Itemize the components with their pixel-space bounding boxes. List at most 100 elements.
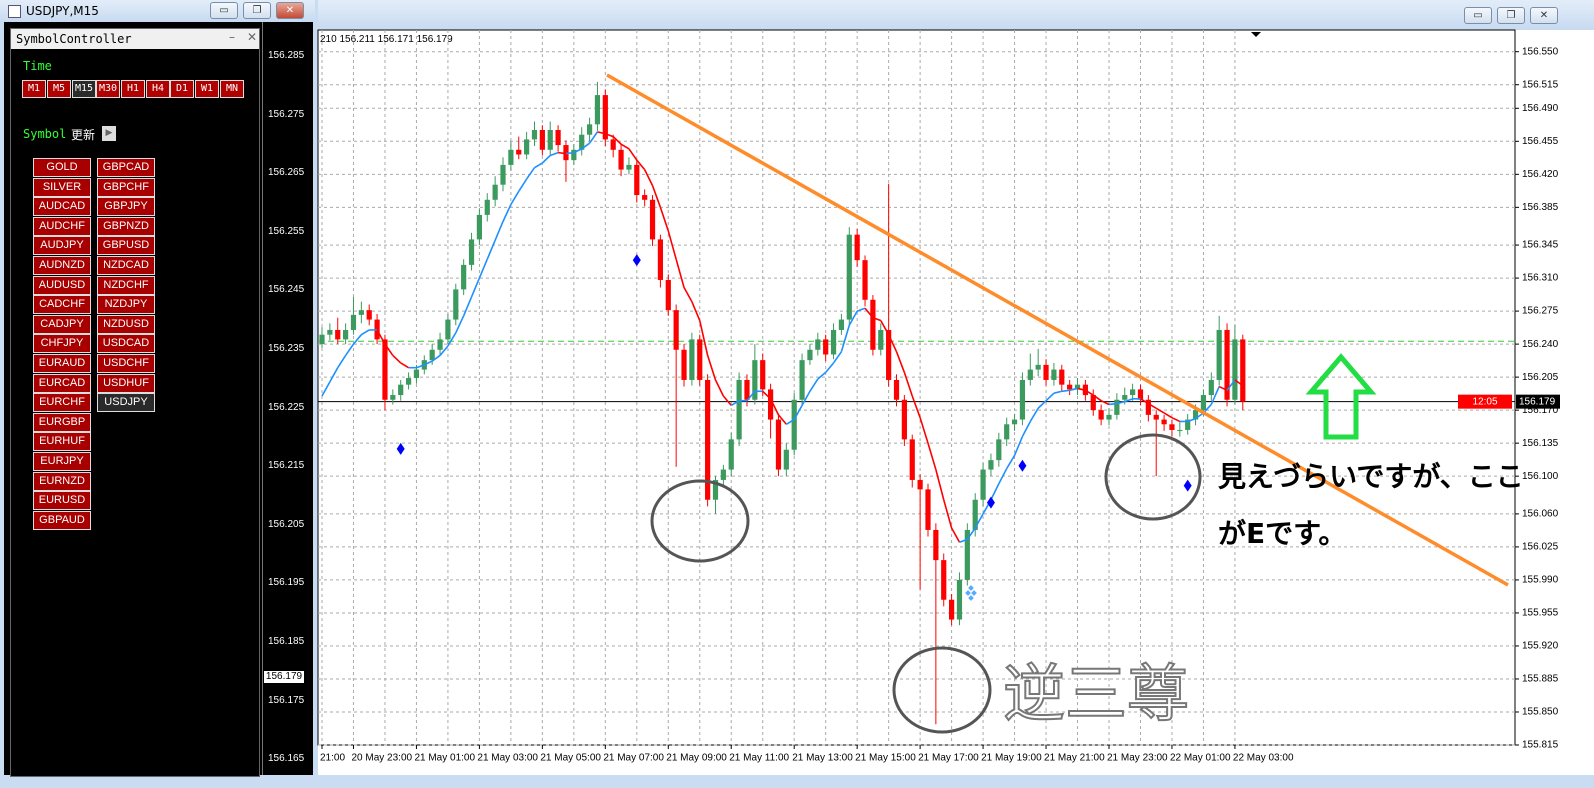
symbol-button[interactable]: GBPUSD bbox=[97, 236, 155, 256]
candle-body bbox=[586, 124, 593, 135]
moving-average-segment bbox=[1147, 402, 1157, 409]
candle-body bbox=[579, 134, 585, 150]
bid-box bbox=[1516, 394, 1560, 409]
symbol-button[interactable]: AUDJPY bbox=[33, 236, 91, 256]
candle-body bbox=[602, 95, 608, 140]
timeframe-button[interactable]: M5 bbox=[47, 80, 71, 98]
candle-body bbox=[1185, 419, 1191, 430]
moving-average-segment bbox=[1202, 403, 1212, 414]
symbol-button[interactable]: NZDJPY bbox=[97, 295, 155, 315]
x-tick-label: 21 May 05:00 bbox=[540, 753, 601, 764]
x-tick-label: 21 May 03:00 bbox=[477, 753, 538, 764]
symbol-button[interactable]: AUDCHF bbox=[33, 216, 91, 236]
panel-minimize[interactable]: – bbox=[229, 30, 235, 44]
symbol-button[interactable]: EURNZD bbox=[33, 471, 91, 491]
circle-left-shoulder bbox=[650, 479, 750, 563]
symbol-button[interactable]: AUDUSD bbox=[33, 275, 91, 295]
moving-average-segment bbox=[903, 372, 914, 397]
left-price-box: 156.179 bbox=[264, 671, 304, 683]
symbol-button[interactable]: EURCHF bbox=[33, 393, 91, 413]
symbol-button[interactable]: AUDNZD bbox=[33, 256, 91, 275]
panel-close[interactable]: ✕ bbox=[247, 30, 258, 44]
symbol-button[interactable]: GBPNZD bbox=[97, 216, 155, 236]
minimize-button[interactable]: ▭ bbox=[1464, 7, 1492, 24]
close-button[interactable]: ✕ bbox=[276, 2, 304, 19]
symbol-button[interactable]: USDCAD bbox=[97, 334, 155, 354]
moving-average-segment bbox=[1084, 389, 1094, 396]
symbol-button[interactable]: GOLD bbox=[33, 158, 91, 177]
candle-body bbox=[1200, 395, 1207, 411]
left-axis-label: 156.275 bbox=[268, 108, 305, 120]
timeframe-button[interactable]: W1 bbox=[195, 80, 219, 98]
restore-button[interactable]: ❐ bbox=[1497, 7, 1525, 24]
symbol-button[interactable]: NZDCAD bbox=[97, 256, 155, 275]
moving-average-segment bbox=[1021, 421, 1032, 437]
candle-body bbox=[358, 310, 364, 315]
timeframe-button[interactable]: M30 bbox=[96, 80, 120, 98]
moving-average-segment bbox=[502, 204, 512, 222]
timeframe-button[interactable]: MN bbox=[220, 80, 244, 98]
candle-body bbox=[972, 499, 978, 530]
candle-body bbox=[791, 399, 797, 450]
symbol-button[interactable]: CADCHF bbox=[33, 295, 91, 315]
symbol-button[interactable]: GBPCAD bbox=[97, 158, 155, 177]
symbol-button[interactable]: GBPCHF bbox=[97, 177, 155, 197]
symbol-button[interactable]: EURHUF bbox=[33, 432, 91, 452]
symbol-button[interactable]: CHFJPY bbox=[33, 334, 91, 354]
candle-body bbox=[870, 299, 876, 350]
symbol-button[interactable]: USDCHF bbox=[97, 354, 155, 373]
refresh-button[interactable]: ▶ bbox=[102, 126, 116, 141]
symbol-label: Symbol bbox=[23, 127, 67, 141]
y-tick-label: 156.205 bbox=[1522, 372, 1559, 383]
moving-average-segment bbox=[1187, 417, 1196, 423]
symbol-button[interactable]: SILVER bbox=[33, 177, 91, 197]
restore-button[interactable]: ❐ bbox=[243, 2, 271, 19]
close-button[interactable]: ✕ bbox=[1530, 7, 1558, 24]
symbol-button[interactable]: GBPAUD bbox=[33, 510, 91, 530]
left-axis-label: 156.265 bbox=[268, 167, 305, 179]
candle-body bbox=[610, 139, 616, 150]
candle-body bbox=[830, 329, 837, 355]
symbol-button[interactable]: AUDCAD bbox=[33, 197, 91, 217]
left-axis-label: 156.255 bbox=[268, 225, 305, 237]
candle-body bbox=[1208, 379, 1214, 396]
symbol-button[interactable]: EURJPY bbox=[33, 452, 91, 471]
y-tick-label: 155.815 bbox=[1522, 740, 1559, 751]
left-axis-label: 156.235 bbox=[268, 343, 305, 354]
symbol-button[interactable]: GBPJPY bbox=[97, 197, 155, 217]
moving-average-segment bbox=[597, 131, 606, 135]
candle-body bbox=[1019, 379, 1026, 420]
symbol-button[interactable]: USDHUF bbox=[97, 373, 155, 393]
moving-average-segment bbox=[581, 142, 591, 150]
candle-body bbox=[1067, 384, 1073, 390]
timeframe-button[interactable]: D1 bbox=[170, 80, 194, 98]
timeframe-button[interactable]: M1 bbox=[22, 80, 46, 98]
symbol-button[interactable]: EURAUD bbox=[33, 354, 91, 373]
moving-average-segment bbox=[817, 371, 827, 380]
timeframe-button[interactable]: M15 bbox=[72, 80, 96, 98]
moving-average-segment bbox=[959, 538, 968, 543]
symbol-button[interactable]: EURCAD bbox=[33, 373, 91, 393]
symbol-button[interactable]: NZDUSD bbox=[97, 314, 155, 334]
moving-average-segment bbox=[588, 131, 599, 144]
x-tick-label: 21 May 11:00 bbox=[729, 753, 789, 764]
symbol-button[interactable]: CADJPY bbox=[33, 314, 91, 334]
timeframe-button[interactable]: H1 bbox=[121, 80, 145, 98]
minimize-button[interactable]: ▭ bbox=[210, 2, 238, 19]
moving-average-segment bbox=[793, 405, 803, 420]
candle-body bbox=[1004, 424, 1010, 440]
symbol-button[interactable]: USDJPY bbox=[97, 393, 155, 413]
annotation-line-1: 見えづらいですが、ここ bbox=[1218, 460, 1524, 493]
candle-body bbox=[807, 349, 813, 361]
candle-body bbox=[524, 139, 530, 155]
moving-average-segment bbox=[777, 414, 787, 425]
moving-average-segment bbox=[1116, 400, 1125, 405]
timeframe-button[interactable]: H4 bbox=[146, 80, 170, 98]
moving-average-segment bbox=[447, 332, 457, 347]
moving-average-segment bbox=[1171, 416, 1181, 423]
symbol-button[interactable]: EURGBP bbox=[33, 412, 91, 432]
moving-average-segment bbox=[470, 277, 481, 298]
symbol-button[interactable]: EURUSD bbox=[33, 491, 91, 511]
symbol-button[interactable]: NZDCHF bbox=[97, 275, 155, 295]
moving-average-segment bbox=[1226, 379, 1236, 391]
